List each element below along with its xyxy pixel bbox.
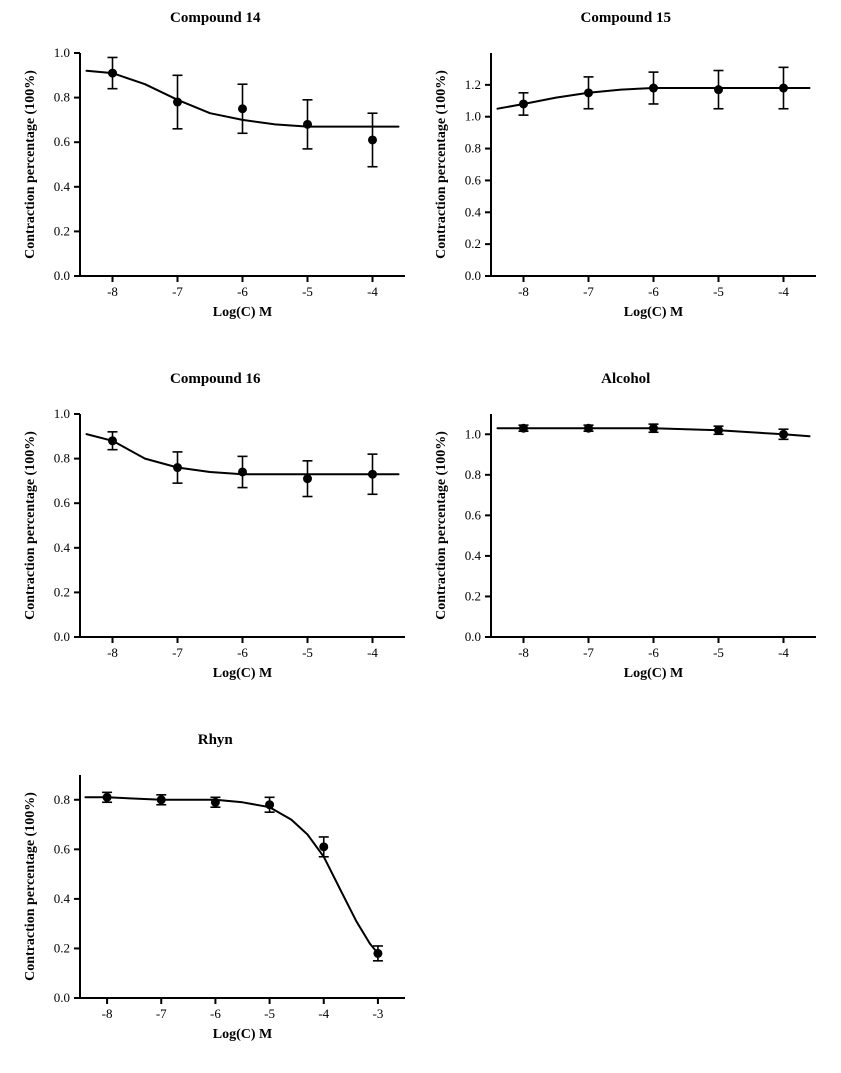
svg-text:-6: -6 — [237, 645, 248, 660]
svg-text:-8: -8 — [518, 284, 529, 299]
chart-panel-compound16: Compound 16 0.0 0.2 0.4 0.6 0.8 1.0 -8 -7 -6 -5 -4 L… — [10, 371, 421, 682]
chart-panel-alcohol: Alcohol 0.0 0.2 0.4 0.6 0.8 1.0 -8 -7 -6 -5 -4 Log(C… — [421, 371, 832, 682]
svg-text:0.2: 0.2 — [464, 236, 480, 251]
svg-text:-6: -6 — [210, 1006, 221, 1021]
svg-text:Log(C) M: Log(C) M — [623, 666, 683, 681]
chart-svg: 0.0 0.2 0.4 0.6 0.8 1.0 1.2 -8 -7 -6 -5 -4 Log(C) M C… — [421, 31, 831, 321]
svg-text:0.4: 0.4 — [54, 540, 71, 555]
svg-text:0.8: 0.8 — [54, 90, 70, 105]
svg-text:0.2: 0.2 — [54, 223, 70, 238]
svg-text:0.4: 0.4 — [464, 204, 481, 219]
svg-text:0.6: 0.6 — [464, 172, 481, 187]
svg-text:Contraction percentage (100%): Contraction percentage (100%) — [23, 792, 38, 981]
svg-text:1.0: 1.0 — [54, 406, 70, 421]
svg-text:-7: -7 — [583, 284, 594, 299]
svg-text:-6: -6 — [648, 645, 659, 660]
svg-text:1.2: 1.2 — [464, 77, 480, 92]
svg-text:-6: -6 — [648, 284, 659, 299]
svg-text:0.6: 0.6 — [54, 134, 71, 149]
chart-title: Compound 15 — [421, 10, 832, 27]
chart-svg: 0.0 0.2 0.4 0.6 0.8 1.0 -8 -7 -6 -5 -4 Log(C) M Cont… — [10, 392, 420, 682]
svg-text:-4: -4 — [778, 645, 789, 660]
svg-text:Contraction percentage (100%): Contraction percentage (100%) — [434, 70, 449, 259]
svg-text:-4: -4 — [318, 1006, 329, 1021]
svg-text:1.0: 1.0 — [464, 426, 480, 441]
svg-text:-5: -5 — [302, 284, 313, 299]
chart-panel-compound15: Compound 15 0.0 0.2 0.4 0.6 0.8 1.0 1.2 -8 -7 -6 -5… — [421, 10, 832, 321]
svg-text:-8: -8 — [107, 284, 118, 299]
svg-text:0.0: 0.0 — [464, 629, 480, 644]
svg-text:1.0: 1.0 — [54, 45, 70, 60]
chart-panel-compound14: Compound 14 0.0 0.2 0.4 0.6 0.8 1.0 -8 -7 -6 -5 -4 L… — [10, 10, 421, 321]
svg-text:-5: -5 — [302, 645, 313, 660]
svg-text:-6: -6 — [237, 284, 248, 299]
svg-text:0.4: 0.4 — [464, 548, 481, 563]
svg-text:-4: -4 — [367, 645, 378, 660]
svg-text:Contraction percentage (100%): Contraction percentage (100%) — [23, 431, 38, 620]
svg-text:Log(C) M: Log(C) M — [213, 1027, 273, 1042]
svg-text:-4: -4 — [778, 284, 789, 299]
svg-text:-4: -4 — [367, 284, 378, 299]
svg-text:0.4: 0.4 — [54, 179, 71, 194]
svg-text:-7: -7 — [172, 284, 183, 299]
svg-text:0.2: 0.2 — [464, 588, 480, 603]
svg-text:Contraction percentage (100%): Contraction percentage (100%) — [434, 431, 449, 620]
svg-text:0.6: 0.6 — [54, 495, 71, 510]
svg-text:0.0: 0.0 — [54, 990, 70, 1005]
svg-text:0.0: 0.0 — [54, 268, 70, 283]
chart-title: Rhyn — [10, 732, 421, 749]
svg-text:Log(C) M: Log(C) M — [213, 666, 273, 681]
svg-text:-5: -5 — [713, 284, 724, 299]
svg-text:0.6: 0.6 — [54, 841, 71, 856]
svg-text:Log(C) M: Log(C) M — [623, 305, 683, 320]
chart-title: Alcohol — [421, 371, 832, 388]
svg-text:1.0: 1.0 — [464, 109, 480, 124]
svg-text:-3: -3 — [372, 1006, 383, 1021]
svg-text:Contraction percentage (100%): Contraction percentage (100%) — [23, 70, 38, 259]
svg-text:Log(C) M: Log(C) M — [213, 305, 273, 320]
svg-text:-8: -8 — [107, 645, 118, 660]
svg-text:-8: -8 — [518, 645, 529, 660]
svg-text:0.0: 0.0 — [464, 268, 480, 283]
svg-text:0.8: 0.8 — [54, 451, 70, 466]
svg-text:-8: -8 — [102, 1006, 113, 1021]
svg-text:-7: -7 — [172, 645, 183, 660]
svg-text:0.8: 0.8 — [54, 792, 70, 807]
svg-text:-7: -7 — [156, 1006, 167, 1021]
svg-text:0.2: 0.2 — [54, 940, 70, 955]
svg-text:0.8: 0.8 — [464, 467, 480, 482]
svg-text:0.4: 0.4 — [54, 891, 71, 906]
chart-title: Compound 16 — [10, 371, 421, 388]
svg-text:0.2: 0.2 — [54, 584, 70, 599]
chart-title: Compound 14 — [10, 10, 421, 27]
svg-text:0.6: 0.6 — [464, 507, 481, 522]
chart-svg: 0.0 0.2 0.4 0.6 0.8 1.0 -8 -7 -6 -5 -4 Log(C) M Cont… — [421, 392, 831, 682]
charts-grid: Compound 14 0.0 0.2 0.4 0.6 0.8 1.0 -8 -7 -6 -5 -4 L… — [0, 0, 841, 1073]
svg-text:-5: -5 — [713, 645, 724, 660]
chart-panel-rhyn: Rhyn 0.0 0.2 0.4 0.6 0.8 -8 -7 -6 -5 -4 -3 Log(C) M C… — [10, 732, 421, 1043]
svg-text:0.0: 0.0 — [54, 629, 70, 644]
chart-svg: 0.0 0.2 0.4 0.6 0.8 1.0 -8 -7 -6 -5 -4 Log(C) M Cont… — [10, 31, 420, 321]
svg-text:-7: -7 — [583, 645, 594, 660]
svg-text:0.8: 0.8 — [464, 141, 480, 156]
svg-text:-5: -5 — [264, 1006, 275, 1021]
